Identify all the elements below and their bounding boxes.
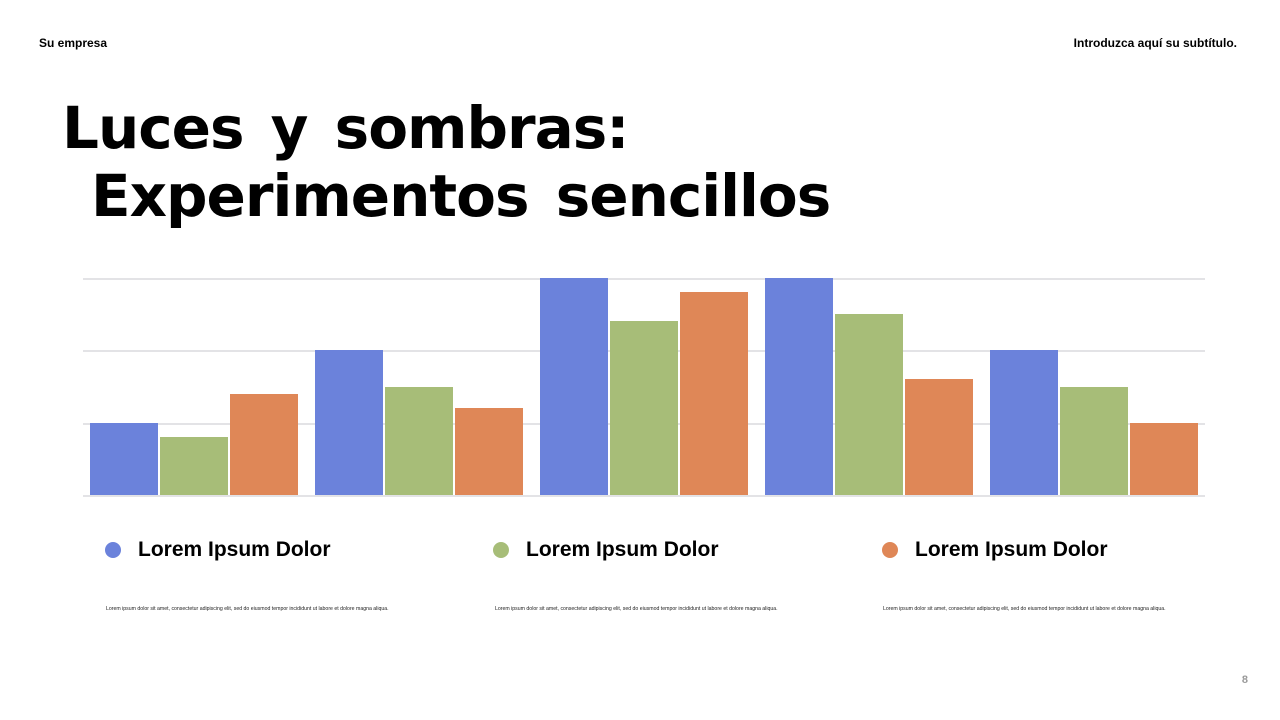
bar (610, 321, 678, 495)
bar (990, 350, 1058, 495)
bar-group (315, 278, 523, 497)
slide-subtitle: Introduzca aquí su subtítulo. (1073, 36, 1237, 50)
legend-description: Lorem ipsum dolor sit amet, consectetur … (883, 606, 1166, 612)
bar (680, 292, 748, 495)
legend-label: Lorem Ipsum Dolor (526, 538, 719, 561)
bar-group (765, 278, 973, 497)
bar (835, 314, 903, 495)
legend-dot-green (493, 542, 509, 558)
slide-title: Luces y sombras: Experimentos sencillos (62, 94, 831, 230)
bar-group (540, 278, 748, 497)
page-number: 8 (1241, 674, 1248, 686)
gridline (83, 278, 1205, 280)
bar-group (90, 278, 298, 497)
legend-dot-orange (882, 542, 898, 558)
bar (160, 437, 228, 495)
bar (455, 408, 523, 495)
title-line-1: Luces y sombras: (62, 94, 629, 162)
bar (540, 278, 608, 495)
bar (90, 422, 158, 495)
bar (1060, 386, 1128, 495)
chart-baseline (83, 495, 1205, 497)
legend-label: Lorem Ipsum Dolor (138, 538, 331, 561)
legend-dot-blue (105, 542, 121, 558)
bar (765, 278, 833, 495)
legend-description: Lorem ipsum dolor sit amet, consectetur … (495, 606, 778, 612)
legend-item-orange: Lorem Ipsum Dolor (882, 538, 1108, 562)
company-name: Su empresa (39, 36, 108, 50)
bar-chart (83, 278, 1205, 497)
bar-group (990, 278, 1198, 497)
bar (905, 379, 973, 495)
title-line-2: Experimentos sencillos (91, 162, 831, 230)
bar-groups (90, 278, 1198, 497)
legend-item-green: Lorem Ipsum Dolor (493, 538, 719, 562)
legend-label: Lorem Ipsum Dolor (915, 538, 1108, 561)
legend-item-blue: Lorem Ipsum Dolor (105, 538, 331, 562)
legend-description: Lorem ipsum dolor sit amet, consectetur … (106, 606, 389, 612)
bar (385, 386, 453, 495)
bar (1130, 422, 1198, 495)
bar (230, 393, 298, 495)
bar (315, 350, 383, 495)
